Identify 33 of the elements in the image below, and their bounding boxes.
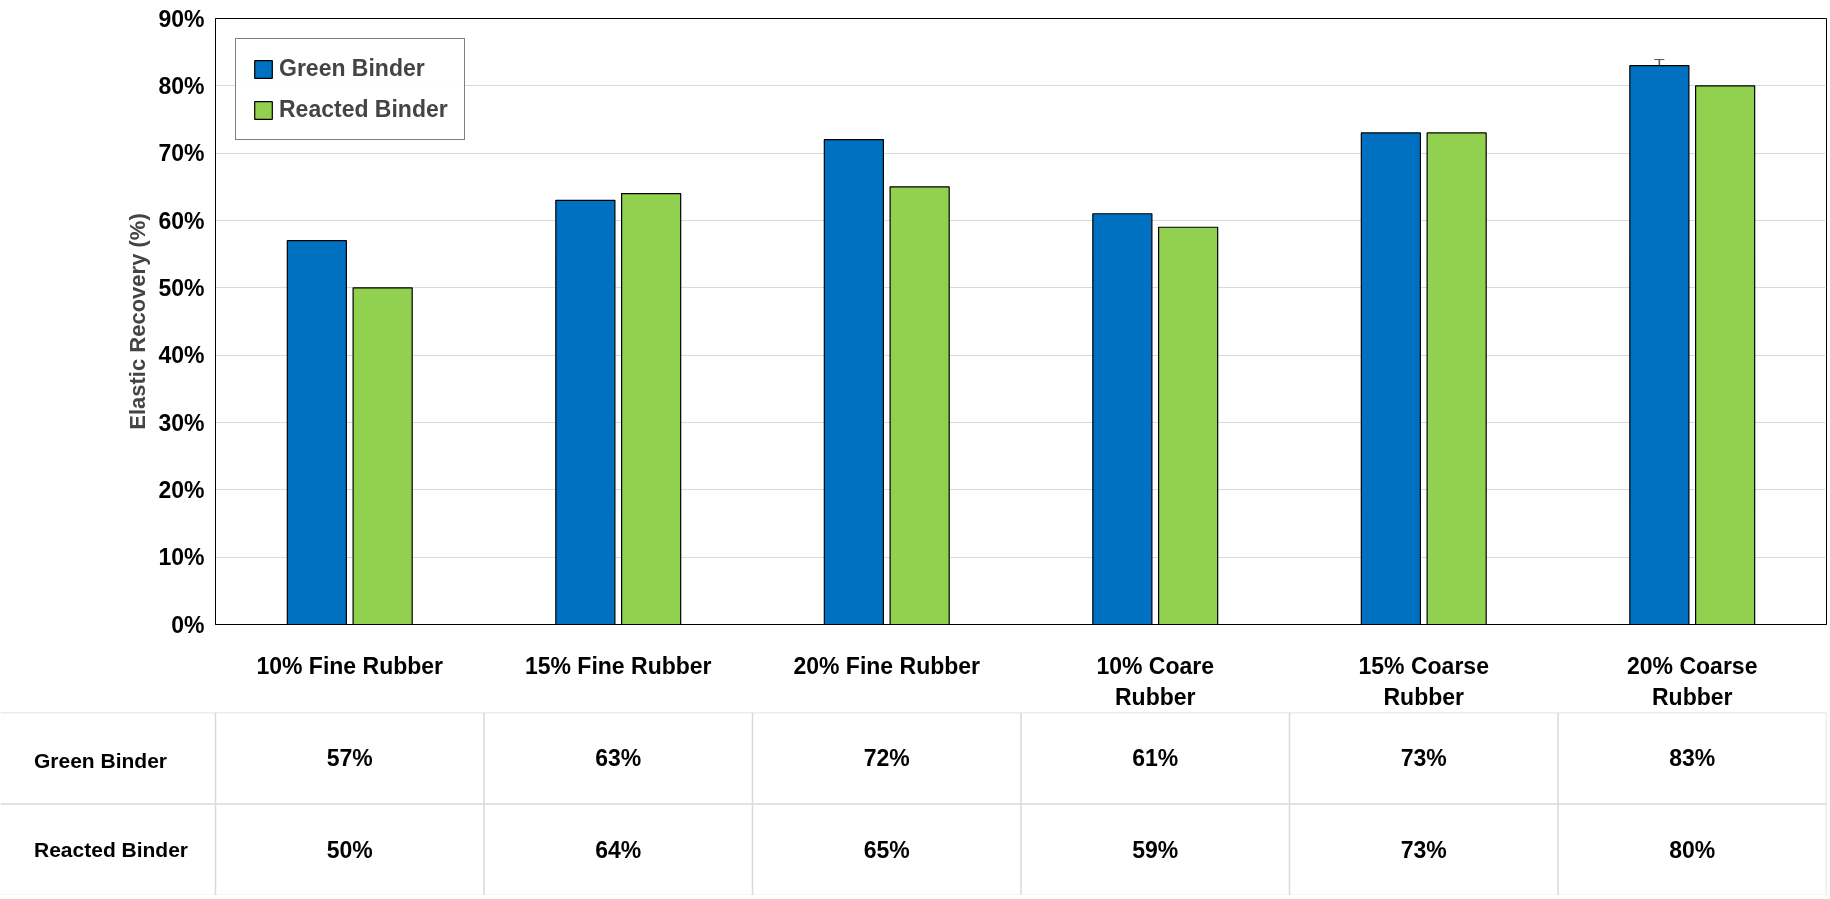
y-tick-label: 10% — [158, 544, 205, 571]
data-label: 73% — [1400, 745, 1447, 772]
y-tick-label: 50% — [158, 274, 205, 301]
data-label: 72% — [863, 745, 910, 772]
data-label: 83% — [1669, 745, 1716, 772]
y-tick-label: 70% — [158, 140, 205, 167]
x-tick-label: 10% Fine Rubber — [256, 652, 444, 679]
data-label: 57% — [326, 745, 373, 772]
y-axis-title: Elastic Recovery (%) — [125, 213, 151, 430]
y-tick-label: 60% — [158, 207, 205, 234]
x-tick-label: 15% Coarse Rubber — [1358, 652, 1489, 710]
data-label: 63% — [595, 745, 642, 772]
x-tick-label: 20% Coarse Rubber — [1627, 652, 1758, 710]
y-tick-label: 0% — [171, 611, 205, 638]
data-label: 80% — [1669, 836, 1716, 863]
x-tick-label: 15% Fine Rubber — [524, 652, 712, 679]
data-label: 59% — [1132, 836, 1179, 863]
x-tick-label: 10% Coare Rubber — [1096, 652, 1215, 710]
text: Reacted Binder — [34, 838, 189, 861]
data-label: 65% — [863, 836, 910, 863]
text: Green Binder — [34, 749, 168, 772]
legend-label: Reacted Binder — [279, 96, 448, 123]
data-label: 50% — [326, 836, 373, 863]
legend-label: Green Binder — [279, 55, 425, 82]
y-tick-label: 30% — [158, 409, 205, 436]
y-tick-label: 90% — [158, 5, 205, 32]
data-label: 64% — [595, 836, 642, 863]
x-tick-label: 20% Fine Rubber — [793, 652, 981, 679]
data-label: 61% — [1132, 745, 1179, 772]
data-label: 73% — [1400, 836, 1447, 863]
y-tick-label: 20% — [158, 476, 205, 503]
y-tick-label: 40% — [158, 342, 205, 369]
y-tick-label: 80% — [158, 72, 205, 99]
